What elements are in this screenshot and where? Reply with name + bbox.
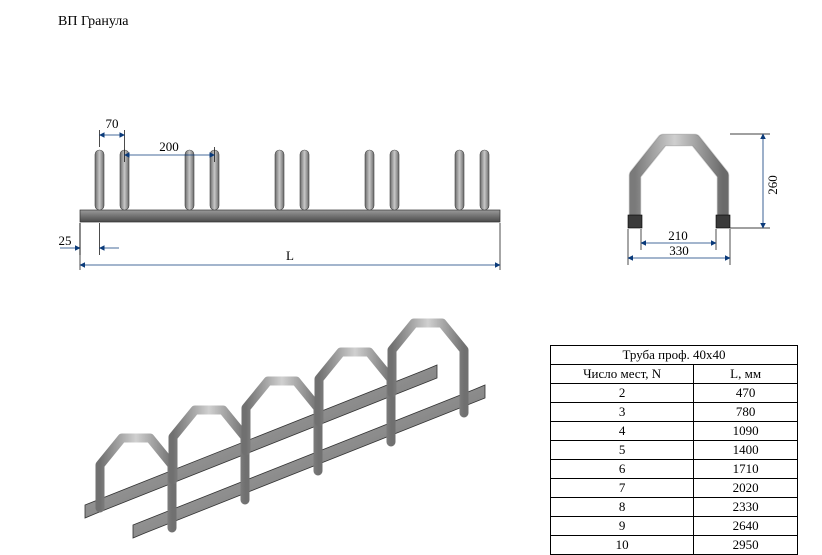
table-cell-n: 8 — [551, 498, 694, 517]
side-view-diagram: 260 210 330 — [605, 95, 795, 275]
table-cell-n: 9 — [551, 517, 694, 536]
table-row: 51400 — [551, 441, 798, 460]
table-cell-n: 3 — [551, 403, 694, 422]
dim-200: 200 — [159, 139, 179, 154]
table-header: Труба проф. 40х40 — [551, 346, 798, 365]
table-cell-l: 1400 — [694, 441, 798, 460]
table-cell-n: 7 — [551, 479, 694, 498]
page-title: ВП Гранула — [58, 14, 128, 30]
table-col1-header: Число мест, N — [551, 365, 694, 384]
table-cell-n: 6 — [551, 460, 694, 479]
table-row: 3780 — [551, 403, 798, 422]
dim-210: 210 — [668, 228, 688, 243]
isometric-view-diagram — [55, 310, 495, 540]
table-cell-l: 1710 — [694, 460, 798, 479]
table-cell-l: 780 — [694, 403, 798, 422]
table-cell-l: 2020 — [694, 479, 798, 498]
table-cell-l: 470 — [694, 384, 798, 403]
dim-L: L — [286, 248, 294, 263]
dim-70: 70 — [106, 116, 119, 131]
table-cell-n: 2 — [551, 384, 694, 403]
tube-pairs — [95, 150, 489, 210]
table-row: 92640 — [551, 517, 798, 536]
table-cell-l: 1090 — [694, 422, 798, 441]
table-row: 2470 — [551, 384, 798, 403]
dim-260: 260 — [765, 175, 780, 195]
table-col2-header: L, мм — [694, 365, 798, 384]
dim-25: 25 — [59, 233, 72, 248]
table-cell-n: 4 — [551, 422, 694, 441]
front-view-diagram: 70 200 25 L — [30, 95, 510, 275]
dim-330: 330 — [669, 243, 689, 258]
table-cell-n: 5 — [551, 441, 694, 460]
table-row: 82330 — [551, 498, 798, 517]
table-cell-l: 2330 — [694, 498, 798, 517]
dimensions-table: Труба проф. 40х40 Число мест, N L, мм 24… — [550, 345, 798, 555]
table-cell-l: 2640 — [694, 517, 798, 536]
table-row: 61710 — [551, 460, 798, 479]
table-row: 41090 — [551, 422, 798, 441]
table-row: 72020 — [551, 479, 798, 498]
